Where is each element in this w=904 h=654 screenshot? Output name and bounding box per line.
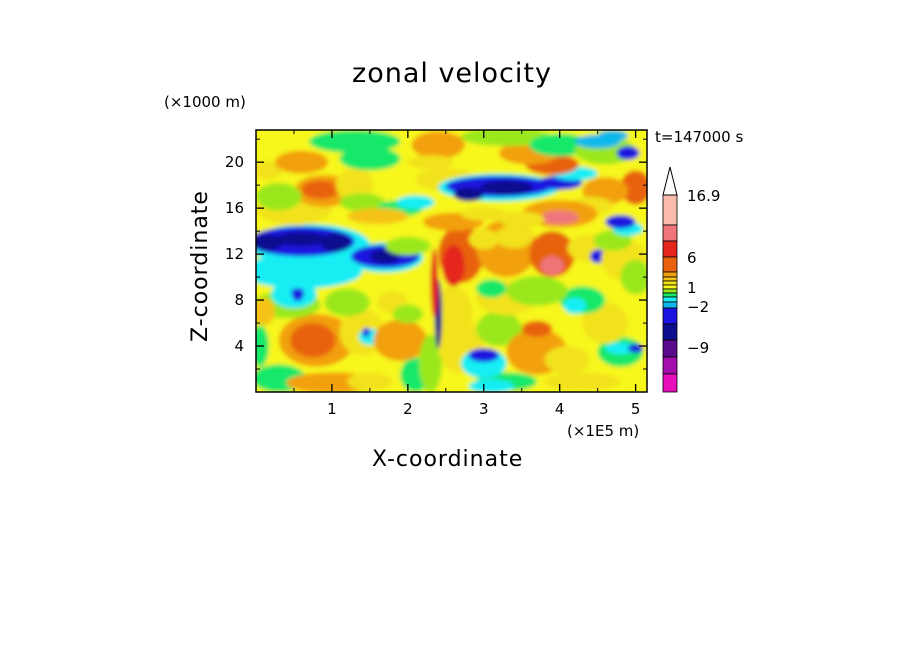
x-axis-unit: (×1E5 m) [567, 422, 640, 440]
colorbar-segment [662, 280, 678, 286]
colorbar-segment [662, 276, 678, 282]
contour-blob [498, 211, 545, 228]
contour-blob [324, 288, 370, 317]
y-tick-label: 4 [234, 337, 244, 355]
colorbar-segment [662, 323, 678, 341]
contour-blob [620, 170, 647, 205]
x-tick-label: 4 [555, 400, 565, 418]
contour-blob [468, 228, 499, 250]
contour-blob [506, 275, 568, 306]
y-tick-label: 12 [225, 245, 244, 263]
x-axis: 1 2 3 4 5 [293, 130, 641, 418]
colorbar-segment [662, 356, 678, 375]
contour-blob [476, 311, 522, 347]
contour-blob [339, 193, 386, 212]
colorbar-segment [662, 240, 678, 258]
chart-title: zonal velocity [352, 58, 552, 89]
colorbar-segment [662, 256, 678, 273]
contour-shapes [256, 130, 647, 392]
contour-blob [411, 131, 465, 159]
contour-blob [396, 195, 435, 210]
colorbar-segment [662, 224, 678, 242]
colorbar-segment [662, 292, 678, 298]
contour-blob [620, 259, 647, 295]
contour-blob [616, 146, 640, 160]
x-tick-label: 1 [327, 400, 337, 418]
contour-blob [544, 372, 621, 391]
contour-blob [442, 244, 465, 287]
y-tick-label: 16 [225, 199, 244, 217]
contour-blob [529, 133, 591, 157]
contour-blob [582, 302, 629, 344]
contour-blob [468, 379, 515, 392]
contour-blob [495, 225, 534, 249]
contour-blob [347, 208, 408, 225]
contour-blob [373, 319, 427, 361]
x-tick-label: 2 [403, 400, 413, 418]
time-annotation: t=147000 s [655, 128, 744, 146]
colorbar-segment [662, 339, 678, 358]
contour-blob [468, 348, 499, 363]
contour-blob [290, 323, 336, 358]
contour-blob [563, 297, 587, 314]
contour-blob [430, 248, 439, 318]
contour-field [256, 130, 647, 392]
colorbar-segment [662, 271, 678, 278]
y-axis-unit: (×1000 m) [164, 93, 246, 111]
contour-blob [347, 372, 393, 391]
contour-blob [540, 210, 579, 225]
colorbar-label: −2 [687, 298, 709, 316]
y-axis: 4 8 12 16 20 [225, 138, 647, 370]
colorbar-segment [662, 288, 678, 294]
contour-blob [479, 180, 534, 195]
contour-blob [385, 236, 431, 256]
colorbar-segment [662, 284, 678, 290]
contour-blob [392, 304, 424, 324]
colorbar-segment [662, 307, 678, 325]
contour-blob [544, 346, 591, 374]
colorbar-label: 1 [687, 279, 697, 297]
plot-frame [255, 129, 648, 393]
contour-blob [605, 215, 636, 229]
contour-blob [597, 130, 629, 142]
colorbar-label: −9 [687, 339, 709, 357]
contour-blob [628, 343, 644, 353]
contour-blob [274, 150, 329, 174]
contour-blob [309, 130, 401, 153]
contour-blob [320, 233, 351, 252]
contour-blob [407, 155, 454, 170]
contour-blob [434, 286, 473, 337]
contour-blob [605, 342, 636, 355]
contour-blob [256, 182, 302, 211]
contour-blob [256, 161, 283, 180]
contour-blob [274, 232, 329, 247]
contour-blob [460, 206, 507, 221]
contour-blob [362, 327, 370, 337]
contour-blob [419, 334, 443, 392]
contour-blob [476, 279, 507, 298]
colorbar: 16.9 6 1−2 −9 [662, 166, 720, 393]
contour-blob [453, 187, 484, 202]
colorbar-segment [662, 373, 678, 393]
colorbar-segment [662, 194, 678, 226]
colorbar-label: 6 [687, 249, 697, 267]
contour-blob [521, 320, 553, 337]
y-tick-label: 20 [225, 153, 244, 171]
colorbar-segment [662, 296, 678, 303]
contour-blob [291, 285, 304, 302]
colorbar-segment [662, 301, 678, 309]
contour-blob [540, 256, 564, 275]
x-axis-label: X-coordinate [372, 447, 524, 472]
colorbar-label: 16.9 [687, 187, 720, 205]
contour-blob [301, 180, 340, 199]
y-tick-label: 8 [234, 291, 244, 309]
x-tick-label: 5 [631, 400, 641, 418]
contour-blob [256, 297, 275, 326]
contour-blob [369, 249, 401, 264]
colorbar-extend-arrow [662, 166, 678, 196]
x-tick-label: 3 [479, 400, 489, 418]
